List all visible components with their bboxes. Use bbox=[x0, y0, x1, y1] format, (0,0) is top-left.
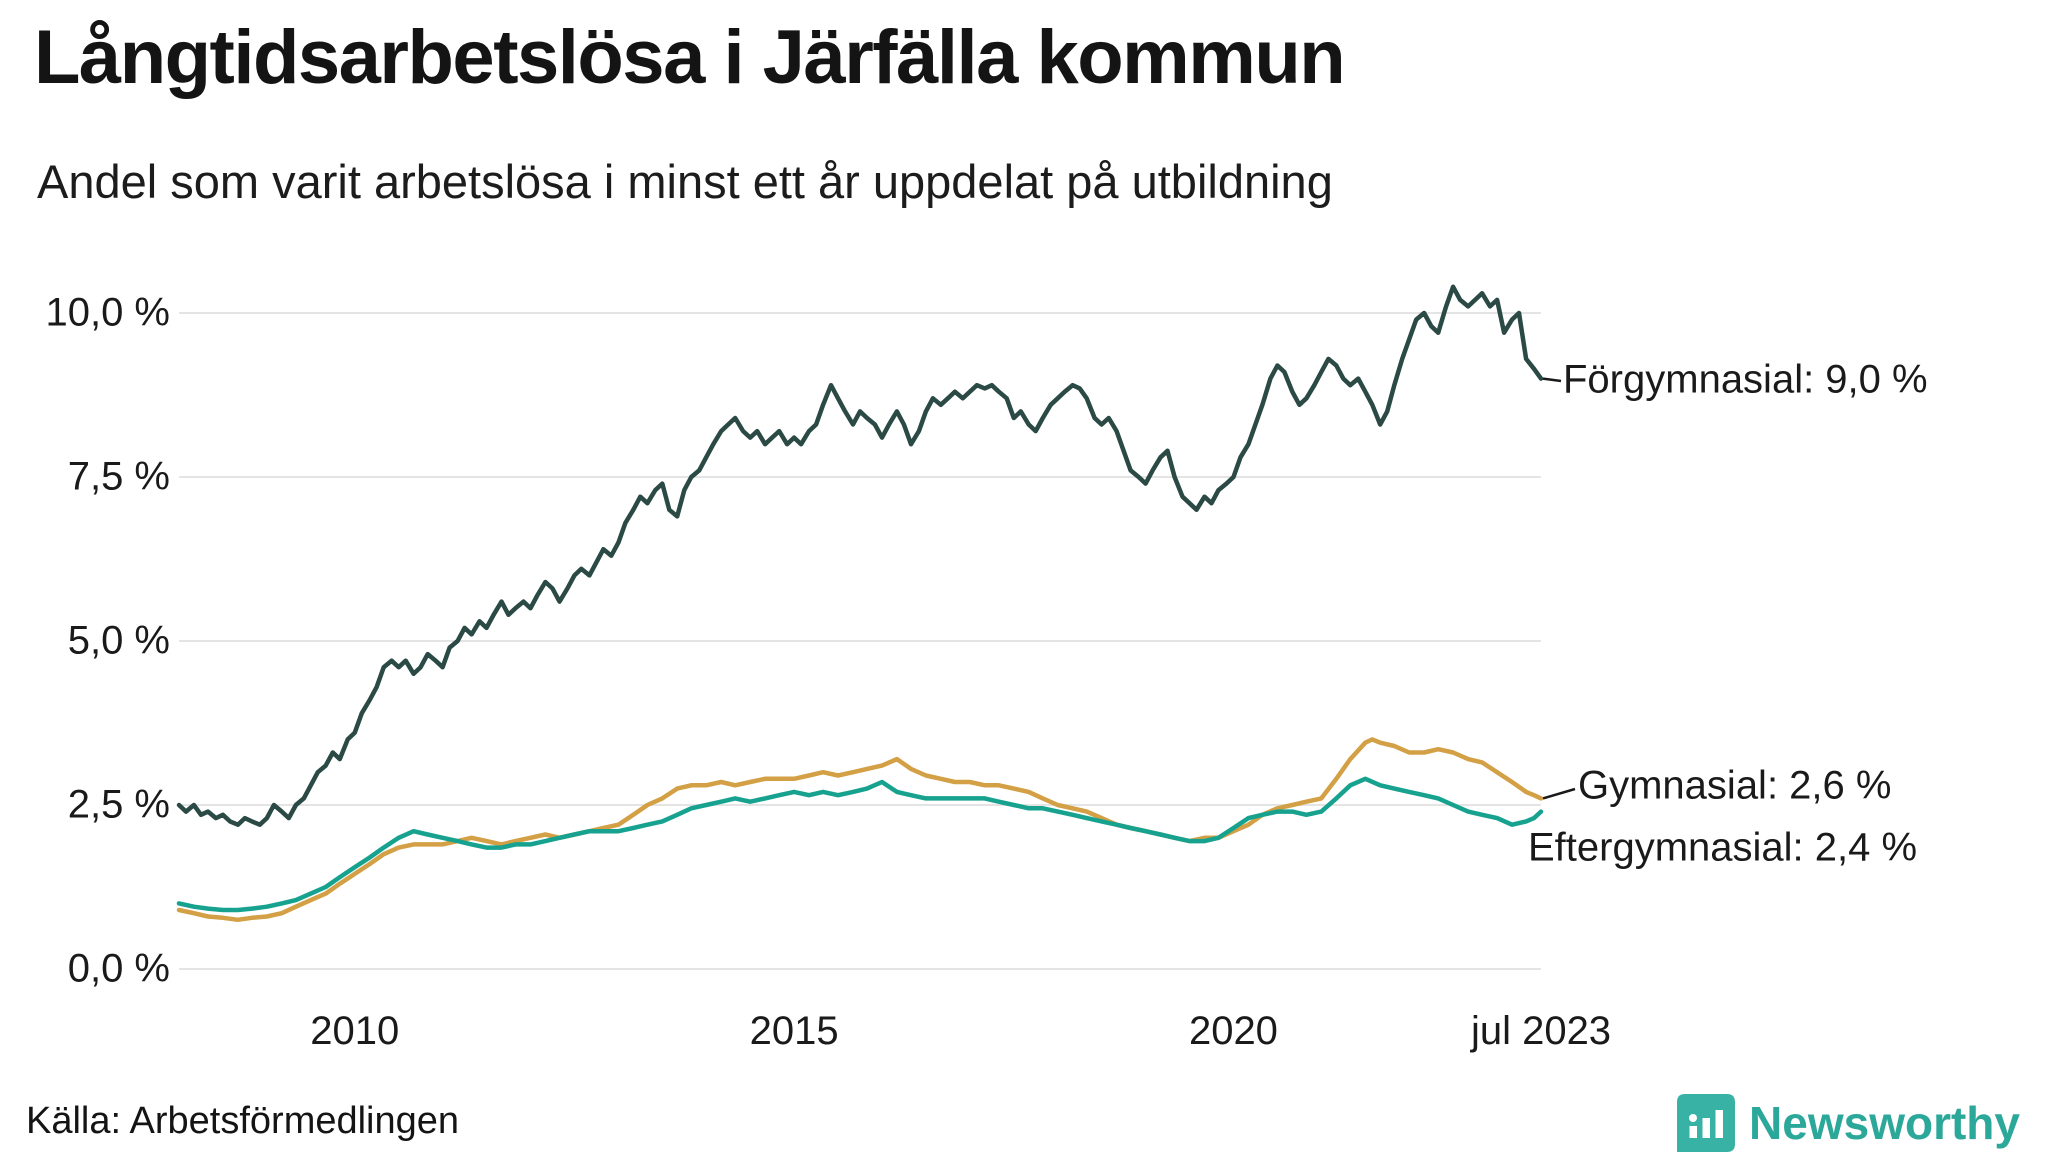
series-line-gymnasial bbox=[176, 737, 1544, 923]
y-axis-tick-label: 5,0 % bbox=[67, 618, 170, 663]
y-axis-tick-label: 2,5 % bbox=[67, 782, 170, 827]
x-axis-tick-label: jul 2023 bbox=[1470, 1009, 1612, 1053]
y-axis-tick-label: 7,5 % bbox=[67, 454, 170, 499]
series-annotation-gymnasial: Gymnasial: 2,6 % bbox=[1578, 763, 1892, 808]
chart-subtitle: Andel som varit arbetslösa i minst ett å… bbox=[37, 155, 1333, 208]
x-axis-tick-label: 2015 bbox=[749, 1009, 839, 1053]
series-line-forgymnasial bbox=[176, 284, 1544, 827]
annotation-connector bbox=[1542, 377, 1562, 383]
x-axis-tick-label: 2020 bbox=[1188, 1009, 1278, 1053]
newsworthy-logo-icon bbox=[1677, 1094, 1736, 1152]
y-axis-tick-label: 0,0 % bbox=[67, 946, 170, 991]
chart-title: Långtidsarbetslösa i Järfälla kommun bbox=[34, 15, 1346, 100]
series-line-eftergymnasial bbox=[176, 776, 1544, 913]
series-annotation-forgymnasial: Förgymnasial: 9,0 % bbox=[1563, 357, 1928, 402]
x-axis-tick-label: 2010 bbox=[310, 1009, 400, 1053]
source-note: Källa: Arbetsförmedlingen bbox=[26, 1100, 460, 1142]
series-annotation-eftergymnasial: Eftergymnasial: 2,4 % bbox=[1528, 825, 1918, 870]
annotation-connector bbox=[1542, 787, 1576, 800]
y-axis-tick-label: 10,0 % bbox=[45, 290, 170, 335]
newsworthy-wordmark: Newsworthy bbox=[1749, 1097, 2020, 1149]
newsworthy-brand: Newsworthy bbox=[1677, 1094, 2020, 1152]
